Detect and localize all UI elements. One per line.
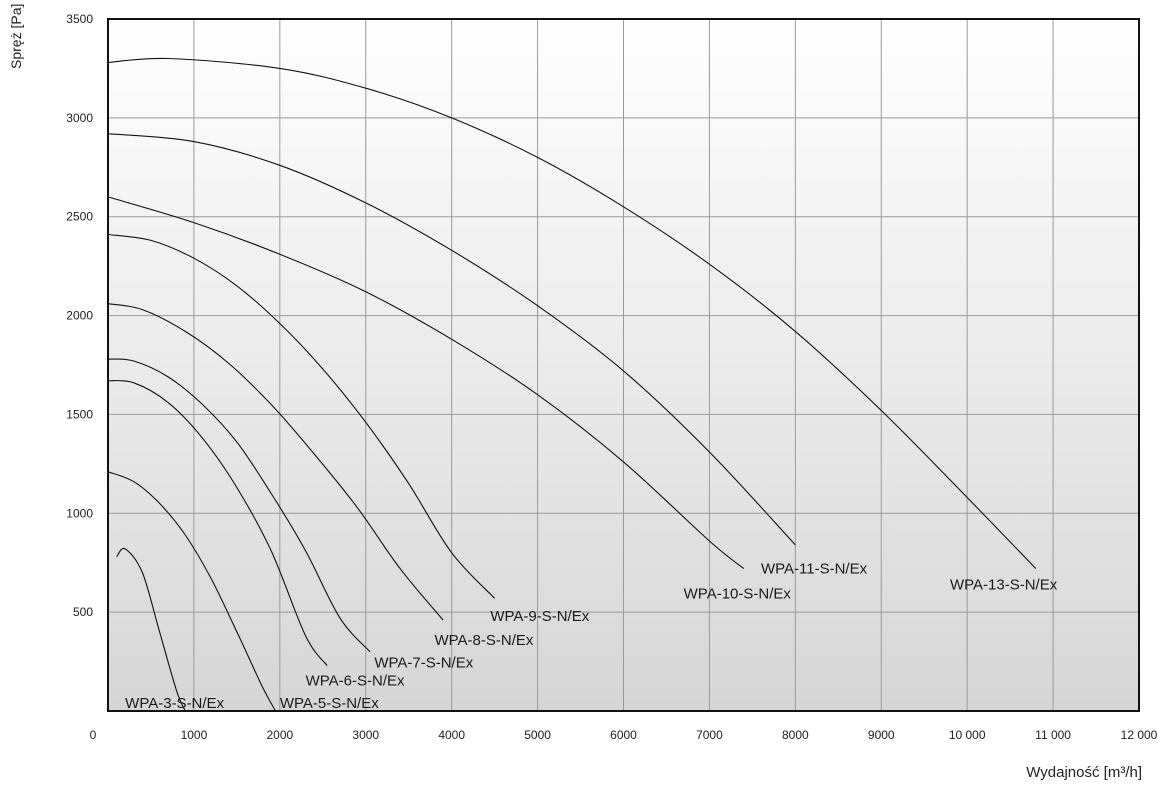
series-curve-wpa-13-s-n-ex	[107, 57, 1037, 569]
curve-label: WPA-11-S-N/Ex	[761, 561, 868, 578]
curve-label: WPA-7-S-N/Ex	[374, 655, 473, 672]
series-curve-wpa-6-s-n-ex	[107, 380, 328, 666]
x-tick-label: 6000	[610, 728, 637, 742]
x-tick-label: 11 000	[1035, 728, 1071, 742]
series-curve-wpa-10-s-n-ex	[107, 196, 745, 570]
x-tick-label: 4000	[438, 728, 465, 742]
x-tick-label: 12 000	[1121, 728, 1158, 742]
series-curve-wpa-11-s-n-ex	[107, 133, 796, 546]
curve-label: WPA-6-S-N/Ex	[306, 672, 405, 689]
series-curve-wpa-7-s-n-ex	[107, 358, 371, 653]
x-axis-title: Wydajność [m³/h]	[1026, 764, 1142, 781]
y-tick-label: 3500	[66, 12, 93, 26]
x-tick-label: 0	[90, 728, 97, 742]
y-tick-label: 2000	[66, 309, 93, 323]
curve-label: WPA-13-S-N/Ex	[950, 576, 1058, 593]
y-tick-label: 1000	[66, 506, 93, 520]
series-curve-wpa-9-s-n-ex	[107, 233, 496, 599]
x-tick-label: 1000	[181, 728, 208, 742]
curve-label: WPA-9-S-N/Ex	[490, 608, 589, 625]
y-tick-label: 1500	[66, 407, 93, 421]
x-tick-label: 2000	[266, 728, 293, 742]
x-tick-label: 3000	[352, 728, 379, 742]
series-curve-wpa-8-s-n-ex	[107, 303, 444, 621]
curve-label: WPA-3-S-N/Ex	[125, 695, 224, 712]
x-tick-label: 9000	[868, 728, 895, 742]
x-tick-label: 7000	[696, 728, 723, 742]
curve-label: WPA-10-S-N/Ex	[684, 585, 792, 602]
x-tick-label: 10 000	[949, 728, 986, 742]
y-tick-label: 500	[73, 605, 93, 619]
curve-label: WPA-5-S-N/Ex	[280, 695, 379, 712]
x-tick-label: 8000	[782, 728, 809, 742]
plot-frame	[107, 18, 1140, 712]
y-axis-title: Spręż [Pa]	[8, 4, 24, 70]
series-curve-wpa-3-s-n-ex	[116, 547, 186, 712]
y-tick-label: 3000	[66, 111, 93, 125]
series-curve-wpa-5-s-n-ex	[107, 471, 276, 712]
x-tick-label: 5000	[524, 728, 551, 742]
y-tick-label: 2500	[66, 210, 93, 224]
curve-label: WPA-8-S-N/Ex	[434, 632, 533, 649]
